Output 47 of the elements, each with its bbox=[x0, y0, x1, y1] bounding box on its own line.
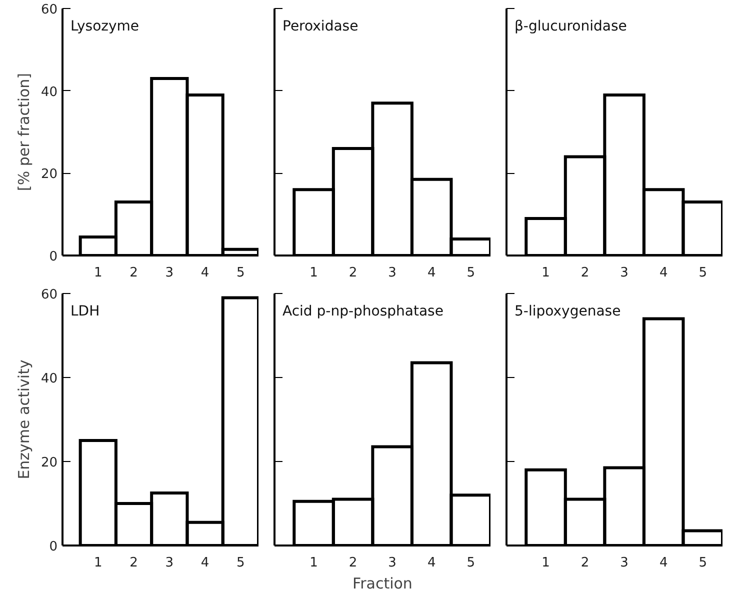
x-tick-label: 1 bbox=[310, 556, 318, 570]
x-tick-label: 2 bbox=[348, 266, 358, 280]
text: β-glucuronidase bbox=[514, 18, 627, 34]
x-tick-label: 1 bbox=[542, 556, 550, 570]
y-tick-label: 20 bbox=[40, 167, 58, 182]
x-tick-label: 4 bbox=[200, 266, 210, 280]
x-tick-label: 4 bbox=[427, 266, 436, 280]
x-tick-label: 3 bbox=[620, 266, 628, 280]
x-tick-label: 3 bbox=[388, 556, 396, 570]
y-tick-label: 40 bbox=[40, 84, 58, 100]
y-axis-title: [% per fraction] bbox=[14, 72, 33, 192]
x-tick-label: 2 bbox=[580, 556, 590, 570]
x-tick-label: 2 bbox=[348, 556, 358, 570]
y-axis-title: Enzyme activity bbox=[14, 360, 33, 480]
x-tick-label: 2 bbox=[130, 266, 138, 280]
x-tick-label: 5 bbox=[698, 556, 708, 570]
text: Peroxidase bbox=[282, 18, 358, 34]
x-tick-label: 4 bbox=[659, 556, 668, 570]
x-tick-label: 5 bbox=[466, 556, 476, 570]
x-tick-label: 2 bbox=[580, 266, 590, 280]
text: Lysozyme bbox=[70, 18, 140, 34]
x-tick-label: 3 bbox=[165, 556, 174, 570]
x-tick-label: 1 bbox=[94, 556, 102, 570]
x-tick-label: 4 bbox=[200, 556, 210, 570]
x-tick-label: 1 bbox=[542, 266, 550, 280]
y-tick-label: 60 bbox=[40, 2, 58, 18]
x-tick-label: 4 bbox=[427, 556, 436, 570]
x-tick-label: 1 bbox=[310, 266, 318, 280]
y-tick-label: 40 bbox=[40, 372, 58, 386]
x-tick-label: 4 bbox=[659, 266, 668, 280]
y-tick-label: 60 bbox=[40, 288, 58, 302]
x-tick-label: 2 bbox=[130, 556, 138, 570]
x-tick-label: 3 bbox=[388, 266, 396, 280]
y-tick-label: 0 bbox=[49, 540, 58, 554]
x-tick-label: 5 bbox=[236, 556, 245, 570]
x-tick-label: 5 bbox=[698, 266, 708, 280]
x-tick-label: 1 bbox=[94, 266, 102, 280]
text: 5-lipoxygenase bbox=[514, 304, 621, 320]
x-tick-label: 5 bbox=[466, 266, 476, 280]
y-tick-label: 0 bbox=[49, 250, 58, 264]
x-axis-title: Fraction bbox=[352, 574, 412, 592]
x-tick-label: 5 bbox=[236, 266, 245, 280]
text: LDH bbox=[70, 304, 100, 320]
text: Acid p-np-phosphatase bbox=[282, 304, 444, 320]
y-tick-label: 20 bbox=[40, 456, 58, 470]
x-tick-label: 3 bbox=[165, 266, 174, 280]
x-tick-label: 3 bbox=[620, 556, 628, 570]
